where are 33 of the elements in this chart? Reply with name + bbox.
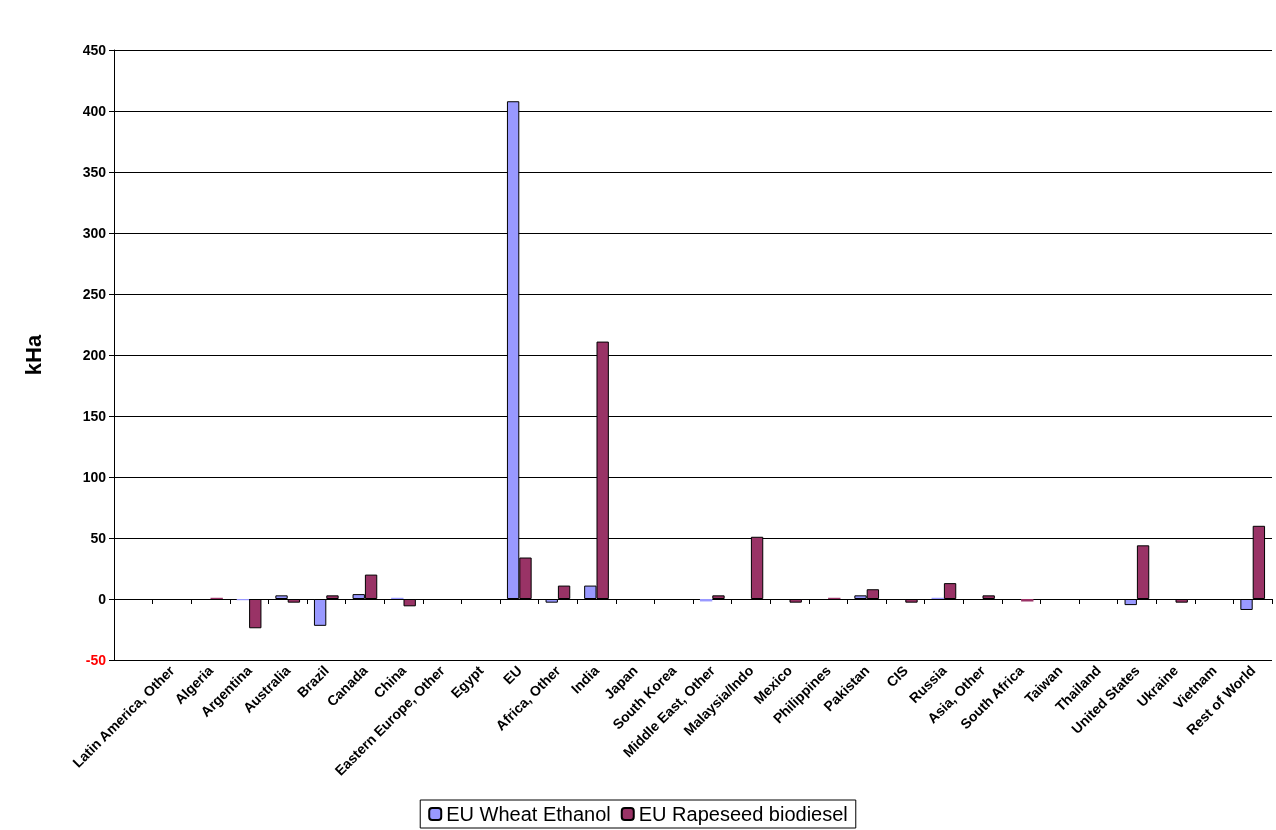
bar bbox=[712, 595, 725, 599]
bar bbox=[905, 599, 918, 603]
bar bbox=[326, 595, 339, 599]
bar bbox=[287, 599, 301, 603]
bar bbox=[313, 599, 327, 626]
bar bbox=[1175, 599, 1188, 603]
bar bbox=[1240, 599, 1253, 610]
y-tick-label: 350 bbox=[82, 164, 107, 180]
y-tick-label: 200 bbox=[82, 347, 107, 363]
y-tick-label: 400 bbox=[82, 103, 107, 119]
y-axis-title: kHa bbox=[20, 334, 46, 376]
y-tick-label: 450 bbox=[82, 42, 107, 58]
bar bbox=[545, 599, 558, 603]
x-tick-label: EU bbox=[499, 662, 525, 688]
y-tick-label: 300 bbox=[82, 225, 107, 241]
bar bbox=[943, 583, 957, 599]
legend-label: EU Rapeseed biodiesel bbox=[638, 803, 848, 825]
y-tick-label: 50 bbox=[90, 530, 107, 546]
bar bbox=[275, 595, 288, 599]
y-tick-label: 100 bbox=[82, 469, 107, 485]
bar bbox=[1124, 599, 1137, 606]
legend-label: EU Wheat Ethanol bbox=[446, 803, 611, 825]
y-tick-label: 250 bbox=[82, 286, 107, 302]
x-tick-label: CIS bbox=[883, 662, 911, 691]
bar bbox=[249, 599, 262, 629]
y-tick-label: 150 bbox=[82, 408, 107, 424]
bar bbox=[789, 599, 802, 603]
y-tick-label: 0 bbox=[98, 591, 107, 607]
y-tick-label: -50 bbox=[85, 652, 107, 668]
bar bbox=[557, 585, 571, 599]
bar bbox=[982, 595, 995, 599]
bar bbox=[1136, 545, 1150, 599]
bar bbox=[403, 599, 416, 607]
